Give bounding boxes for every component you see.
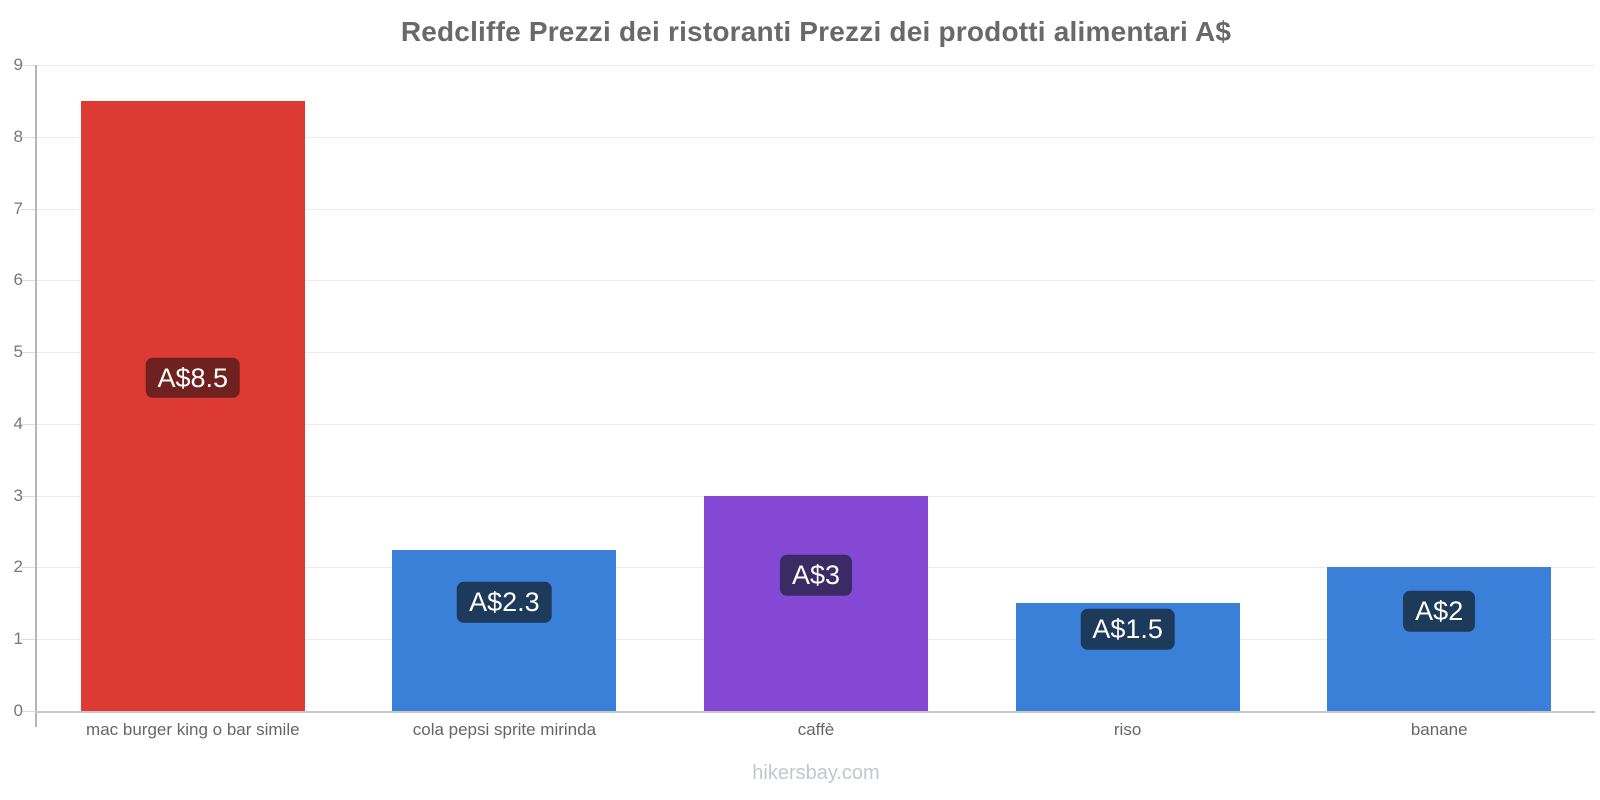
y-axis-tick-8	[21, 136, 35, 138]
bar-value-badge: A$2.3	[457, 582, 552, 623]
gridline-7	[37, 208, 1595, 210]
bar-value-badge: A$3	[779, 555, 853, 596]
gridline-4	[37, 423, 1595, 425]
bar-value-badge: A$8.5	[145, 357, 241, 399]
y-tick-label-0: 0	[13, 701, 23, 720]
category-label-3: caffè	[797, 720, 835, 739]
bar-value-badge: A$1.5	[1080, 608, 1175, 650]
gridline-8	[37, 136, 1595, 138]
watermark-hikersbay: hikersbay.com	[752, 762, 880, 784]
y-tick-label-8: 8	[13, 126, 23, 146]
bar-4: A$1.5	[1015, 603, 1240, 711]
gridline-9	[37, 65, 1595, 66]
gridline-5	[37, 352, 1595, 354]
bar-5: A$2	[1327, 567, 1552, 711]
bar-1: A$8.5	[80, 100, 305, 711]
y-axis-tick-9	[21, 65, 35, 66]
category-label-5: banane	[1410, 720, 1468, 739]
y-axis-tick-0	[21, 711, 35, 712]
y-tick-label-1: 1	[13, 629, 23, 649]
y-tick-label-7: 7	[13, 198, 23, 218]
y-axis-tick-3	[21, 495, 35, 497]
bar-2: A$2.3	[392, 549, 617, 711]
y-tick-label-4: 4	[13, 413, 23, 433]
category-label-4: riso	[1113, 720, 1142, 739]
x-axis-line	[35, 711, 1595, 713]
y-tick-label-9: 9	[13, 55, 23, 74]
y-axis-tick-2	[21, 567, 35, 569]
bar-3: A$3	[704, 495, 928, 711]
gridline-6	[37, 280, 1595, 282]
category-label-2: cola pepsi sprite mirinda	[412, 720, 597, 739]
y-axis-tick-1	[21, 639, 35, 641]
y-tick-label-2: 2	[13, 557, 23, 577]
category-label-1: mac burger king o bar simile	[86, 720, 300, 739]
y-tick-label-3: 3	[13, 485, 23, 505]
y-axis-tick-7	[21, 208, 35, 210]
chart-title: Redcliffe Prezzi dei ristoranti Prezzi d…	[400, 16, 1232, 47]
plot-area: 0 1 2 3 4 5 6 7 8 9 A$8.5 mac burger king o bar sim…	[14, 55, 1595, 739]
y-axis-tick-5	[21, 352, 35, 354]
y-axis-tick-6	[21, 280, 35, 282]
bar-value-badge: A$2	[1403, 591, 1476, 632]
y-axis-line	[35, 65, 37, 727]
y-tick-label-5: 5	[13, 342, 23, 362]
y-axis-tick-4	[21, 423, 35, 425]
y-tick-label-6: 6	[13, 270, 23, 290]
